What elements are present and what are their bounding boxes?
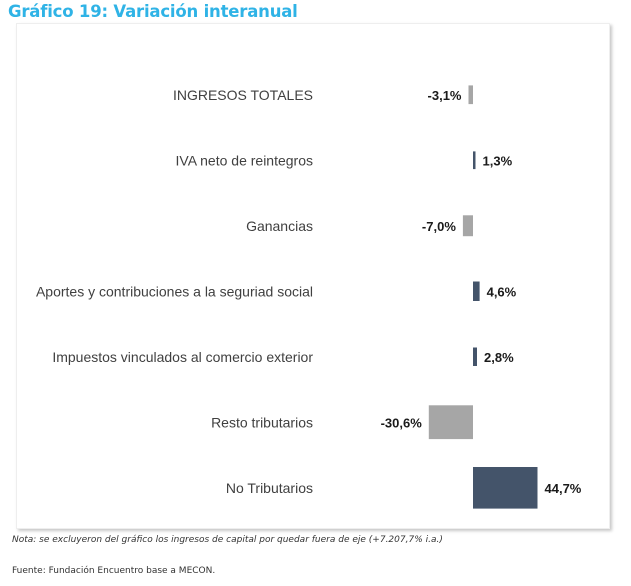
value-label-no-tributarios: 44,7%: [545, 481, 582, 496]
bar-iva-neto-de-reintegros: [473, 151, 476, 170]
category-label-aportes-y-contribuciones-a-la-seguriad-social: Aportes y contribuciones a la seguriad s…: [36, 283, 313, 299]
bar-ganancias: [462, 215, 473, 237]
value-label-ingresos-totales: -3,1%: [428, 88, 462, 103]
category-label-impuestos-vinculados-al-comercio-exterior: Impuestos vinculados al comercio exterio…: [52, 349, 313, 365]
chart-note: Nota: se excluyeron del gráfico los ingr…: [12, 535, 443, 545]
value-label-impuestos-vinculados-al-comercio-exterior: 2,8%: [484, 350, 514, 365]
chart-title: Gráfico 19: Variación interanual: [8, 2, 298, 21]
value-label-iva-neto-de-reintegros: 1,3%: [483, 153, 513, 168]
chart-source: Fuente: Fundación Encuentro base a MECON…: [12, 566, 216, 576]
category-label-ganancias: Ganancias: [246, 218, 313, 234]
value-label-ganancias: -7,0%: [422, 219, 456, 234]
bar-impuestos-vinculados-al-comercio-exterior: [473, 347, 477, 366]
bar-no-tributarios: [473, 467, 538, 509]
category-label-no-tributarios: No Tributarios: [226, 480, 313, 496]
bar-aportes-y-contribuciones-a-la-seguriad-social: [473, 281, 480, 301]
value-label-aportes-y-contribuciones-a-la-seguriad-social: 4,6%: [487, 284, 517, 299]
category-label-resto-tributarios: Resto tributarios: [211, 414, 313, 430]
category-label-iva-neto-de-reintegros: IVA neto de reintegros: [176, 152, 314, 168]
category-label-ingresos-totales: INGRESOS TOTALES: [173, 87, 313, 103]
value-label-resto-tributarios: -30,6%: [381, 415, 423, 430]
bar-ingresos-totales: [468, 85, 473, 105]
chart-frame: [16, 23, 610, 529]
bar-resto-tributarios: [428, 405, 473, 440]
